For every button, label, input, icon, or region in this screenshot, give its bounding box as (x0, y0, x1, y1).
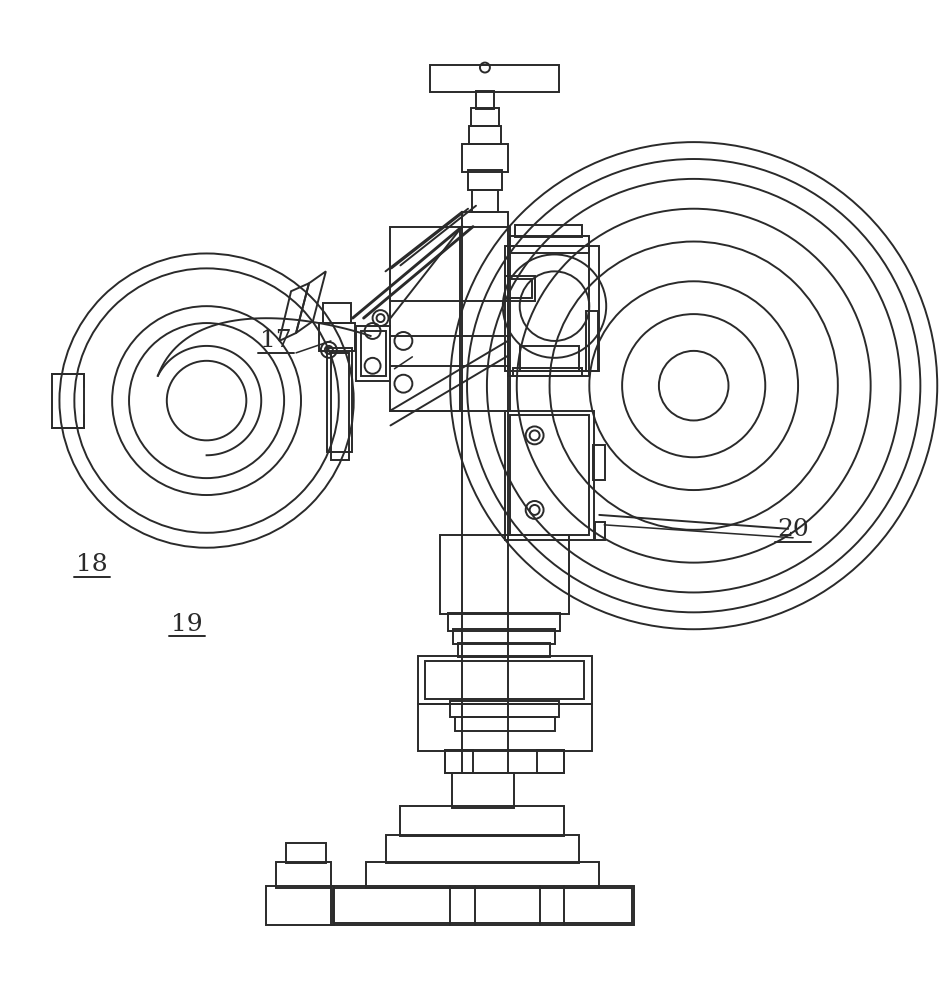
Bar (458, 643, 550, 657)
Bar (440, 535, 569, 614)
Bar (452, 773, 514, 808)
Text: 20: 20 (778, 518, 809, 541)
Bar (513, 368, 583, 376)
Bar (400, 806, 565, 836)
Bar (286, 843, 325, 863)
Text: 19: 19 (171, 613, 202, 636)
Bar (471, 108, 499, 126)
Bar (331, 886, 634, 925)
Bar (462, 212, 508, 773)
Bar (505, 276, 534, 301)
Bar (462, 144, 508, 172)
Bar (323, 303, 351, 323)
Bar (391, 227, 510, 411)
Bar (448, 613, 560, 631)
Bar (276, 862, 331, 888)
Bar (469, 126, 500, 144)
Bar (505, 411, 594, 540)
Bar (52, 374, 84, 428)
Bar (366, 862, 599, 888)
Bar (510, 236, 589, 253)
Bar (508, 246, 589, 376)
Bar (595, 522, 605, 540)
Bar (519, 346, 579, 371)
Bar (508, 279, 532, 298)
Bar (386, 835, 579, 863)
Bar (333, 888, 632, 923)
Bar (327, 348, 352, 452)
Bar (593, 445, 605, 480)
Bar (510, 415, 589, 535)
Bar (426, 661, 585, 699)
Bar (360, 331, 386, 376)
Bar (453, 629, 554, 644)
Bar (319, 323, 355, 351)
Bar (266, 886, 334, 925)
Bar (446, 750, 565, 773)
Text: 18: 18 (77, 553, 108, 576)
Bar (505, 246, 599, 371)
Bar (468, 170, 501, 190)
Bar (446, 750, 473, 773)
Bar (515, 225, 583, 237)
Bar (587, 311, 598, 371)
Bar (331, 353, 349, 460)
Bar (418, 704, 592, 751)
Bar (450, 701, 559, 717)
Bar (476, 91, 494, 109)
Bar (472, 190, 498, 212)
Bar (356, 326, 391, 381)
Bar (536, 750, 565, 773)
Bar (455, 717, 554, 731)
Bar (418, 656, 592, 704)
Bar (430, 65, 559, 92)
Text: 17: 17 (260, 329, 292, 352)
